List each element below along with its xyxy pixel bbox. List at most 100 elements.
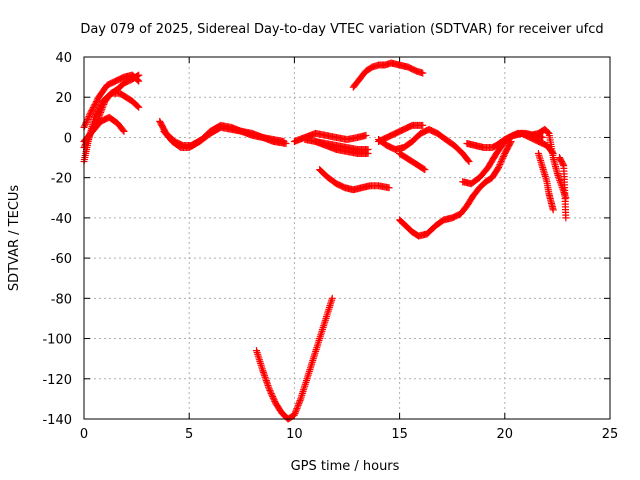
data-point bbox=[556, 177, 564, 185]
data-point bbox=[553, 170, 561, 178]
data-point bbox=[292, 406, 300, 414]
data-point bbox=[496, 160, 504, 168]
series-13 bbox=[375, 125, 473, 166]
series-14 bbox=[375, 121, 427, 145]
data-point bbox=[494, 164, 502, 172]
data-point bbox=[296, 396, 304, 404]
data-points bbox=[80, 59, 570, 423]
y-tick-label: 0 bbox=[64, 131, 72, 146]
data-point bbox=[81, 120, 89, 128]
y-axis-label: SDTVAR / TECUs bbox=[7, 185, 22, 292]
data-point bbox=[291, 409, 299, 417]
plot-frame bbox=[83, 56, 611, 420]
data-point bbox=[98, 105, 106, 113]
data-point bbox=[295, 398, 303, 406]
x-tick-label: 10 bbox=[286, 427, 303, 442]
x-tick-label: 0 bbox=[80, 427, 88, 442]
data-point bbox=[562, 214, 570, 222]
data-point bbox=[282, 139, 290, 147]
data-point bbox=[134, 76, 142, 84]
data-point bbox=[294, 401, 302, 409]
data-point bbox=[499, 153, 507, 161]
data-point bbox=[549, 206, 557, 214]
series-16 bbox=[396, 137, 515, 240]
y-tick-label: 20 bbox=[55, 91, 72, 106]
data-point bbox=[85, 112, 93, 120]
data-point bbox=[290, 411, 298, 419]
data-point bbox=[265, 385, 273, 393]
data-point bbox=[497, 159, 505, 167]
x-tick-label: 5 bbox=[185, 427, 193, 442]
data-point bbox=[97, 107, 105, 115]
data-point bbox=[385, 184, 393, 192]
data-point bbox=[295, 400, 303, 408]
data-point bbox=[95, 112, 103, 120]
data-point bbox=[465, 158, 473, 166]
y-tick-label: -120 bbox=[42, 373, 72, 388]
x-axis-label: GPS time / hours bbox=[291, 459, 400, 474]
x-tick-label: 25 bbox=[602, 427, 619, 442]
data-point bbox=[292, 408, 300, 416]
data-point bbox=[420, 165, 428, 173]
series-10 bbox=[316, 166, 393, 194]
data-point bbox=[554, 171, 562, 179]
data-point bbox=[99, 104, 107, 112]
data-point bbox=[268, 391, 276, 399]
y-tick-label: -60 bbox=[51, 252, 72, 267]
data-point bbox=[497, 157, 505, 165]
data-point bbox=[120, 127, 128, 135]
data-point bbox=[421, 166, 429, 174]
axis-ticks: 0 5 10 15 20 25 40 20 0 -20 -40 -60 -80 -100 -120 -140 bbox=[42, 51, 618, 442]
data-point bbox=[86, 111, 94, 119]
data-point bbox=[119, 126, 127, 134]
series-11 bbox=[253, 294, 336, 423]
data-point bbox=[364, 150, 372, 158]
series-9 bbox=[311, 137, 372, 158]
series-4 bbox=[80, 113, 128, 145]
y-tick-label: -100 bbox=[42, 333, 72, 348]
data-point bbox=[419, 69, 427, 77]
data-point bbox=[419, 121, 427, 129]
data-point bbox=[544, 129, 552, 137]
data-point bbox=[266, 386, 274, 394]
data-point bbox=[96, 110, 104, 118]
data-point bbox=[498, 156, 506, 164]
series-15 bbox=[396, 150, 429, 174]
y-tick-label: 40 bbox=[55, 51, 72, 66]
data-point bbox=[543, 128, 551, 136]
data-point bbox=[559, 160, 567, 168]
data-point bbox=[267, 390, 275, 398]
x-tick-label: 15 bbox=[391, 427, 408, 442]
data-point bbox=[293, 405, 301, 413]
data-point bbox=[84, 114, 92, 122]
data-point bbox=[99, 102, 107, 110]
data-point bbox=[267, 388, 275, 396]
y-tick-label: -80 bbox=[51, 292, 72, 307]
series-21 bbox=[556, 154, 570, 222]
chart-title: Day 079 of 2025, Sidereal Day-to-day VTE… bbox=[80, 22, 603, 37]
data-point bbox=[84, 116, 92, 124]
data-point bbox=[135, 77, 143, 85]
data-point bbox=[97, 109, 105, 117]
series-6 bbox=[160, 123, 290, 151]
series-20 bbox=[534, 150, 557, 214]
data-point bbox=[499, 154, 507, 162]
data-point bbox=[95, 113, 103, 121]
y-tick-label: -40 bbox=[51, 212, 72, 227]
y-tick-label: -140 bbox=[42, 413, 72, 428]
y-tick-label: -20 bbox=[51, 172, 72, 187]
data-point bbox=[269, 393, 277, 401]
data-point bbox=[81, 122, 89, 130]
data-point bbox=[294, 403, 302, 411]
data-point bbox=[464, 156, 472, 164]
data-point bbox=[328, 294, 336, 302]
series-2 bbox=[80, 71, 143, 131]
x-tick-label: 20 bbox=[497, 427, 514, 442]
data-point bbox=[269, 394, 277, 402]
data-point bbox=[270, 396, 278, 404]
data-point bbox=[539, 133, 547, 141]
data-point bbox=[100, 100, 108, 108]
data-point bbox=[495, 162, 503, 170]
